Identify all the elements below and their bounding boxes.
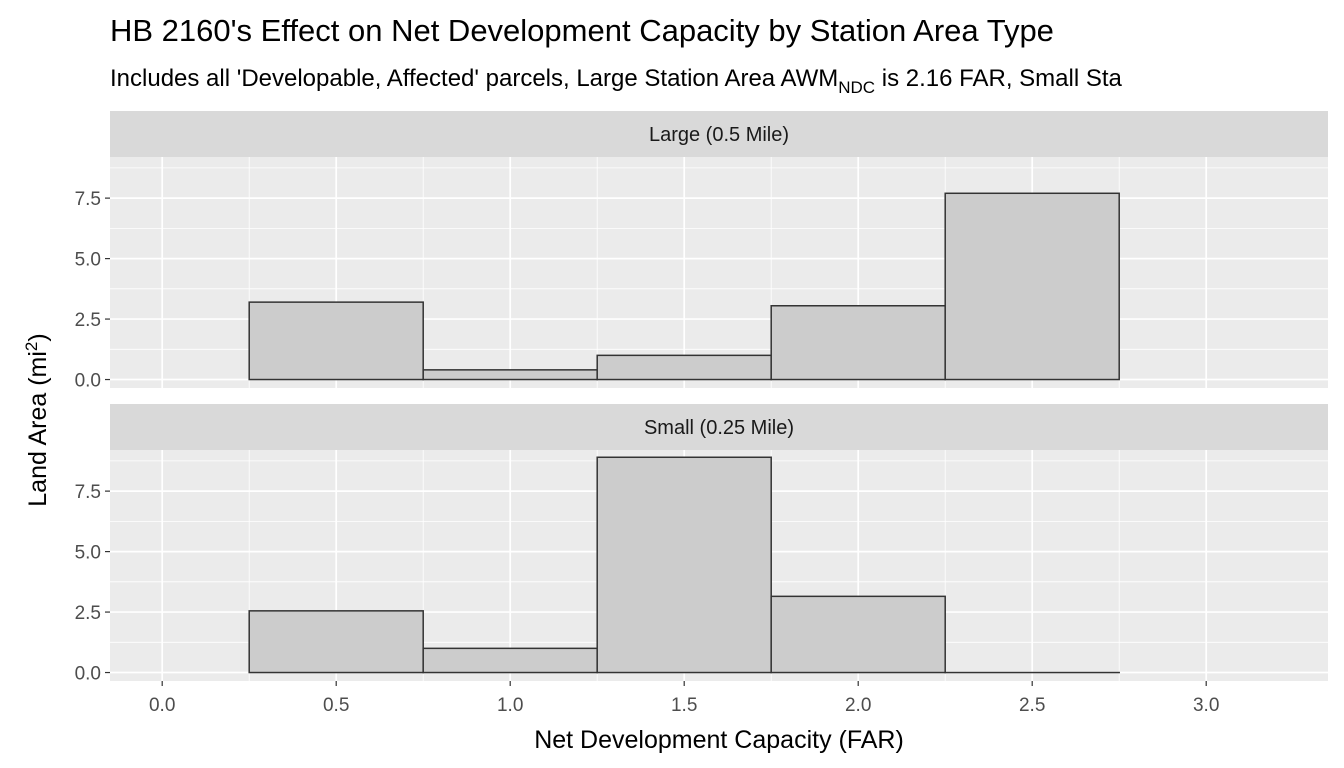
y-tick-label: 2.5 <box>75 310 101 331</box>
x-tick-label: 0.0 <box>149 695 175 716</box>
x-tick-label: 3.0 <box>1193 695 1219 716</box>
y-tick-label: 5.0 <box>75 543 101 564</box>
facet-strip-label: Small (0.25 Mile) <box>644 417 794 439</box>
chart-title: HB 2160's Effect on Net Development Capa… <box>110 13 1054 48</box>
histogram-bar <box>770 595 946 674</box>
histogram-bar <box>770 305 946 381</box>
subtitle-text-before: Includes all 'Developable, Affected' par… <box>110 65 838 92</box>
facet-strip <box>110 404 1328 450</box>
y-axis-label: Land Area (mi2) <box>22 333 52 506</box>
histogram-bar <box>596 354 772 381</box>
y-axis-label-base: Land Area (mi <box>24 351 52 507</box>
y-tick-label: 5.0 <box>75 250 101 271</box>
facet-panel-small: Small (0.25 Mile) 0.0 2.5 5.0 7.5 <box>75 404 1328 685</box>
x-tick-label: 1.0 <box>497 695 523 716</box>
x-tick-label: 2.5 <box>1019 695 1045 716</box>
x-tick-label: 0.5 <box>323 695 349 716</box>
histogram-bar <box>944 192 1120 381</box>
histogram-bar <box>422 647 598 674</box>
y-tick-label: 2.5 <box>75 603 101 624</box>
x-axis-label: Net Development Capacity (FAR) <box>534 726 904 754</box>
y-tick-label: 0.0 <box>75 664 101 685</box>
x-tick-label: 1.5 <box>671 695 697 716</box>
y-tick-label: 7.5 <box>75 189 101 210</box>
y-axis-label-superscript: 2 <box>22 342 41 351</box>
x-axis: 0.0 0.5 1.0 1.5 2.0 2.5 3.0 <box>149 681 1219 716</box>
histogram-bar <box>248 610 424 674</box>
x-tick-label: 2.0 <box>845 695 871 716</box>
histogram-bar <box>422 369 598 381</box>
histogram-bar <box>248 301 424 381</box>
y-axis-label-close: ) <box>24 333 52 341</box>
histogram-bar <box>596 456 772 674</box>
facet-strip <box>110 111 1328 157</box>
facet-strip-label: Large (0.5 Mile) <box>649 124 789 146</box>
facet-panel-large: Large (0.5 Mile) 0.0 2.5 5.0 7.5 <box>75 111 1328 392</box>
subtitle-subscript: NDC <box>838 78 875 97</box>
subtitle-text-after: is 2.16 FAR, Small Sta <box>875 65 1122 92</box>
y-tick-label: 7.5 <box>75 482 101 503</box>
chart-subtitle: Includes all 'Developable, Affected' par… <box>110 65 1123 97</box>
y-tick-label: 0.0 <box>75 371 101 392</box>
